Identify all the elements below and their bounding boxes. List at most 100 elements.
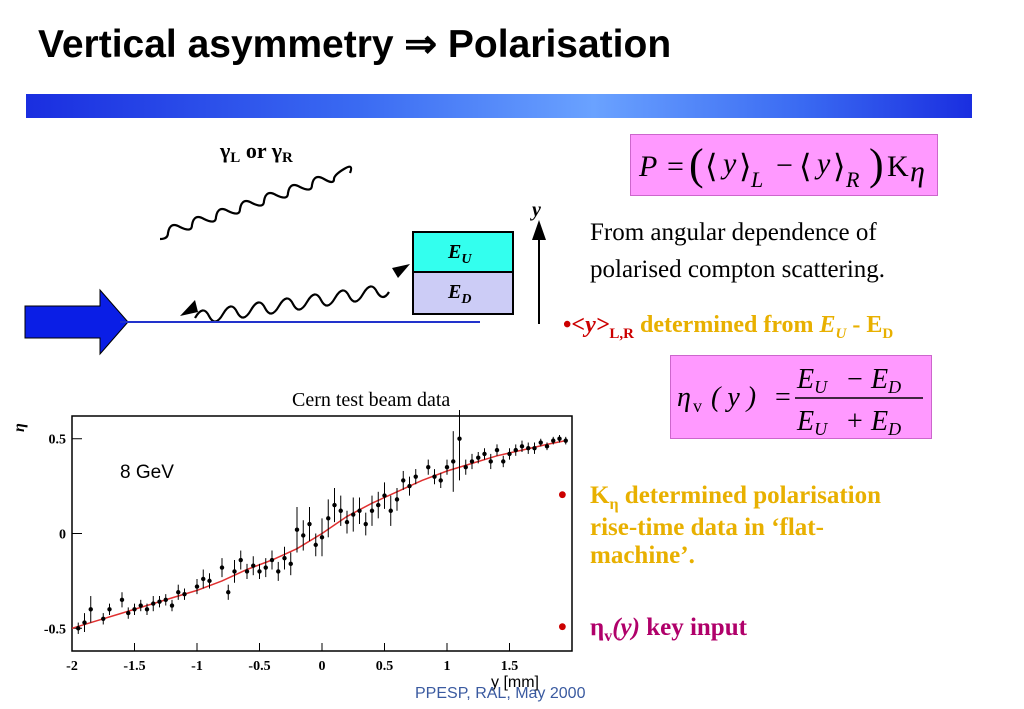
eta-vs-y-chart: η 8 GeV y [mm] -2 -1.5 -1 -0.5 0 0.5 1 1.50.50-…	[11, 410, 573, 691]
eta-sub: v	[693, 396, 702, 416]
data-point	[413, 474, 418, 479]
page-title: Vertical asymmetry ⇒ Polarisation	[38, 23, 672, 66]
formula-open-angle-R: ⟨	[799, 148, 811, 184]
data-point	[482, 451, 487, 457]
data-point	[457, 436, 462, 441]
data-point	[294, 527, 300, 532]
y-axis-label: y	[530, 199, 541, 221]
formula-open-angle-L: ⟨	[705, 148, 717, 184]
incoming-photon-wave	[159, 165, 353, 241]
formula-close-angle-R: ⟩	[833, 148, 845, 184]
bullet1-EU-sub: U	[835, 325, 847, 342]
data-point	[288, 561, 293, 567]
data-point	[101, 616, 106, 621]
photon-or: or	[240, 138, 271, 163]
bullet3-paren: (y)	[612, 614, 640, 641]
data-point	[563, 438, 568, 443]
data-point	[494, 447, 500, 453]
bullet2-K-sub: η	[609, 496, 619, 513]
bullet1-mid: determined from	[634, 312, 820, 338]
data-point	[238, 557, 243, 563]
compton-scattering-diagram: γL or γR EU ED y	[24, 138, 546, 356]
bullet-y-determined: •<y>L,R determined from EU - ED	[563, 312, 893, 343]
outgoing-photon-wave	[194, 285, 390, 323]
data-point	[488, 459, 493, 464]
eta-symbol: η	[677, 382, 691, 413]
data-point	[463, 464, 468, 470]
data-point	[219, 565, 225, 570]
data-point	[282, 555, 287, 561]
num-minus: −	[847, 364, 863, 395]
footer-text: PPESP, RAL, May 2000	[415, 685, 586, 702]
x-tick-label: 0	[319, 659, 326, 674]
data-point	[332, 502, 337, 508]
data-point	[144, 607, 150, 612]
data-point	[176, 590, 181, 595]
data-point	[82, 620, 87, 625]
bullet3-rest: key input	[639, 614, 747, 641]
title-underline-bar	[26, 94, 972, 118]
data-point	[232, 569, 237, 574]
data-point	[157, 599, 162, 604]
data-point	[207, 578, 212, 584]
detector-upper-label: EU	[447, 241, 472, 267]
y-axis-arrow-head	[532, 220, 546, 240]
formula-close-paren: )	[869, 140, 884, 189]
bullet3-eta: η	[590, 614, 605, 641]
bullet2-K: K	[590, 482, 610, 509]
data-point	[132, 607, 137, 612]
detector-lower-label: ED	[447, 281, 471, 307]
data-point	[338, 508, 343, 513]
bullet1-y: <y>	[571, 312, 610, 338]
data-point	[369, 508, 375, 513]
bullet1-dash: - E	[846, 312, 883, 338]
data-point	[513, 447, 518, 453]
eta-equals: =	[775, 382, 791, 413]
bullet3-dot: •	[558, 614, 567, 641]
gamma-left-sub: L	[230, 150, 240, 166]
chart-ylabel: η	[11, 423, 28, 432]
formula-y-L: y	[720, 147, 737, 180]
data-point	[151, 601, 156, 606]
data-point	[344, 519, 350, 525]
formula-minus: −	[776, 149, 793, 182]
gamma-right: γ	[271, 138, 282, 163]
data-point	[544, 444, 550, 449]
photon-label: γL or γR	[219, 138, 293, 166]
data-point	[519, 444, 525, 449]
data-point	[476, 455, 481, 460]
y-tick-label: -0.5	[44, 622, 66, 637]
data-point	[263, 565, 268, 570]
bullet-eta-key-input: • ηv(y) key input	[558, 614, 747, 646]
data-point	[557, 436, 562, 441]
data-point	[432, 474, 437, 479]
data-point	[501, 459, 506, 464]
gamma-left: γ	[219, 138, 230, 163]
data-point	[444, 464, 450, 470]
x-tick-label: -0.5	[248, 659, 270, 674]
bullet2-line-1: • Kη determined polarisation	[558, 482, 882, 514]
data-point	[244, 569, 250, 574]
num-ED: ED	[870, 364, 901, 397]
x-tick-label: 1	[444, 659, 451, 674]
data-point	[107, 607, 112, 612]
data-point	[469, 459, 475, 464]
data-points	[76, 410, 568, 634]
bullet2-line-3: machine’.	[590, 542, 695, 569]
description-text: From angular dependence of polarised com…	[590, 214, 885, 288]
data-point	[257, 569, 262, 574]
data-point	[76, 626, 81, 631]
x-tick-label: -2	[66, 659, 78, 674]
den-ED: ED	[870, 406, 901, 438]
formula-P-symbol: P	[638, 150, 657, 183]
description-line-1: From angular dependence of	[590, 219, 877, 246]
description-line-2: polarised compton scattering.	[590, 256, 886, 283]
data-point	[388, 508, 393, 513]
formula-sub-R: R	[845, 167, 860, 192]
bullet-k-eta: • Kη determined polarisation rise-time da…	[558, 482, 882, 570]
bullet2-line1-text: determined polarisation	[618, 482, 882, 509]
data-point	[526, 446, 531, 451]
bullet2-line-2: rise-time data in ‘flat-	[590, 514, 824, 541]
data-point	[532, 446, 537, 451]
y-tick-label: 0.5	[49, 433, 67, 448]
